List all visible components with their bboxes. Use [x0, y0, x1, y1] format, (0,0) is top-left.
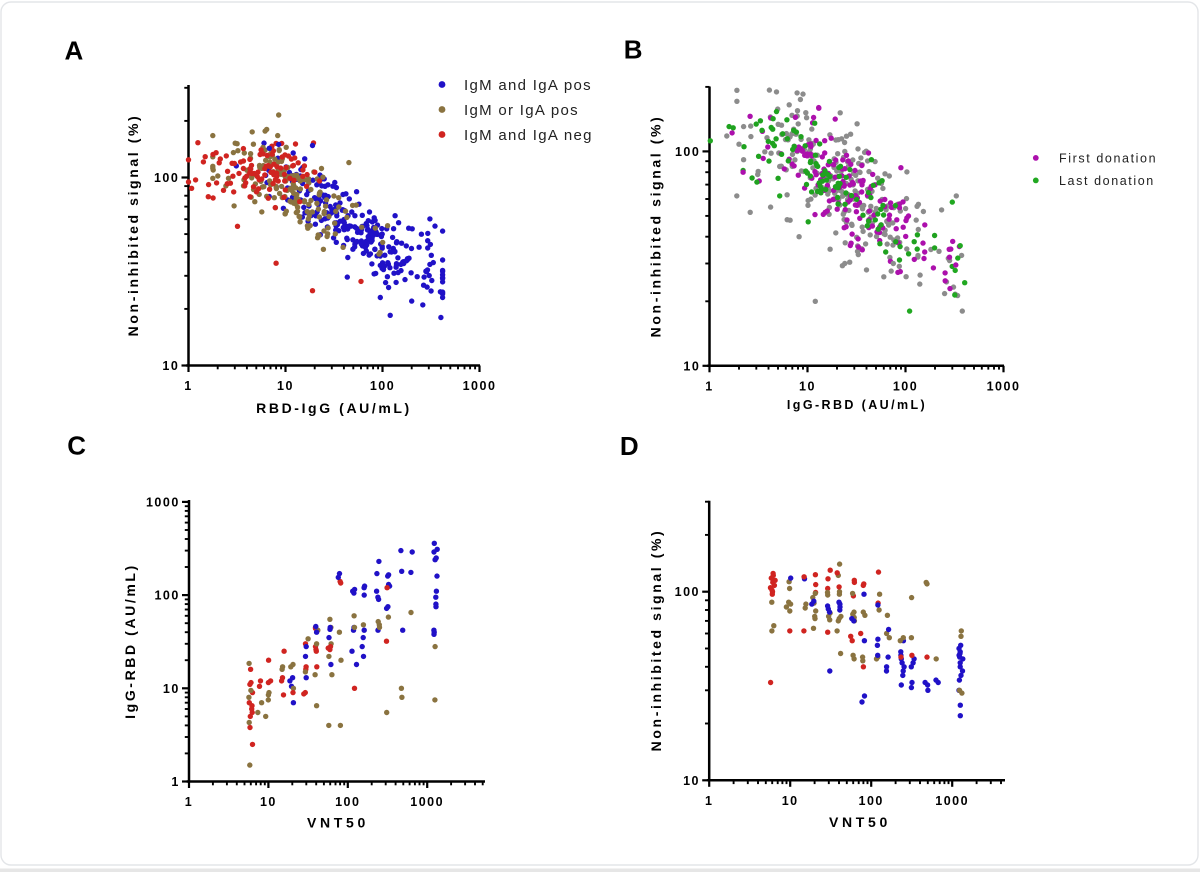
svg-text:10: 10	[260, 795, 277, 809]
svg-text:1000: 1000	[463, 379, 497, 393]
svg-text:10: 10	[277, 379, 294, 393]
svg-text:100: 100	[154, 589, 179, 603]
svg-text:1000: 1000	[935, 794, 969, 808]
svg-text:1: 1	[185, 795, 193, 809]
svg-text:First donation: First donation	[1059, 152, 1157, 166]
svg-text:RBD-IgG (AU/mL): RBD-IgG (AU/mL)	[256, 400, 412, 416]
svg-text:100: 100	[370, 379, 395, 393]
svg-text:1000: 1000	[987, 379, 1021, 393]
svg-text:Last donation: Last donation	[1059, 174, 1155, 188]
svg-text:C: C	[67, 431, 86, 461]
svg-text:100: 100	[859, 794, 884, 808]
svg-text:10: 10	[683, 359, 700, 373]
svg-text:1: 1	[705, 794, 713, 808]
svg-text:VNT50: VNT50	[829, 814, 891, 830]
svg-text:IgG-RBD (AU/mL): IgG-RBD (AU/mL)	[787, 398, 927, 412]
svg-text:100: 100	[154, 171, 179, 185]
svg-text:Non-inhibited signal (%): Non-inhibited signal (%)	[648, 115, 664, 338]
svg-text:10: 10	[683, 774, 700, 788]
svg-text:1: 1	[705, 379, 713, 393]
svg-text:IgM and IgA neg: IgM and IgA neg	[464, 127, 593, 144]
svg-text:IgM or IgA pos: IgM or IgA pos	[464, 102, 579, 119]
svg-text:100: 100	[893, 379, 918, 393]
svg-text:VNT50: VNT50	[307, 815, 369, 831]
svg-text:1: 1	[171, 775, 179, 789]
svg-text:IgM and IgA pos: IgM and IgA pos	[464, 77, 592, 94]
svg-text:Non-inhibited signal (%): Non-inhibited signal (%)	[125, 114, 141, 337]
svg-text:IgG-RBD (AU/mL): IgG-RBD (AU/mL)	[122, 563, 138, 719]
svg-text:A: A	[65, 36, 84, 66]
svg-text:Non-inhibited signal (%): Non-inhibited signal (%)	[648, 529, 664, 752]
svg-text:100: 100	[675, 585, 700, 599]
svg-text:D: D	[620, 431, 639, 461]
svg-text:10: 10	[163, 682, 180, 696]
svg-text:10: 10	[162, 359, 179, 373]
svg-text:1000: 1000	[410, 795, 444, 809]
svg-text:B: B	[624, 35, 643, 65]
svg-text:100: 100	[335, 795, 360, 809]
svg-text:1: 1	[184, 379, 192, 393]
svg-text:10: 10	[799, 379, 816, 393]
svg-text:10: 10	[782, 794, 799, 808]
svg-text:1000: 1000	[146, 495, 180, 509]
svg-text:100: 100	[675, 145, 700, 159]
